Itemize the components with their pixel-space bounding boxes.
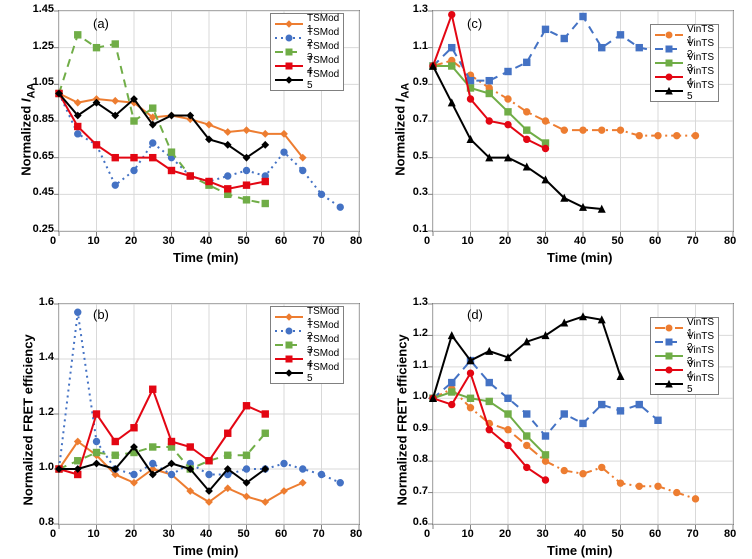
series-markers-TSMod-4 xyxy=(56,386,269,478)
series-markers-VinTS-5 xyxy=(430,63,605,212)
xtick-label: 0 xyxy=(424,528,430,540)
legend-item: TSMod 5 xyxy=(275,366,339,380)
xtick-label: 30 xyxy=(537,528,549,540)
legend-a: TSMod 1 TSMod 2 TSMod 3 xyxy=(270,13,344,91)
xtick-label: 0 xyxy=(50,235,56,247)
panel-label-a: (a) xyxy=(93,16,109,31)
xtick-label: 50 xyxy=(612,528,624,540)
xtick-label: 80 xyxy=(724,528,736,540)
xtick-label: 60 xyxy=(275,235,287,247)
ylabel-b: Normalized FRET efficiency xyxy=(21,336,36,506)
series-line-VinTS-5 xyxy=(433,66,602,209)
xtick-label: 60 xyxy=(275,528,287,540)
legend-label: TSMod 5 xyxy=(307,362,339,384)
xtick-label: 50 xyxy=(238,235,250,247)
xtick-label: 10 xyxy=(88,235,100,247)
legend-b: TSMod 1 TSMod 2 TSMod 3 xyxy=(270,306,344,384)
series-markers-TSMod-1 xyxy=(56,438,306,505)
xtick-label: 20 xyxy=(125,235,137,247)
xtick-label: 70 xyxy=(687,235,699,247)
figure-container: 010203040506070800.250.450.650.851.051.2… xyxy=(0,0,752,559)
xlabel-b: Time (min) xyxy=(173,543,239,558)
panel-label-d: (d) xyxy=(467,307,483,322)
series-line-VinTS-5 xyxy=(433,317,621,399)
xtick-label: 10 xyxy=(462,235,474,247)
ytick-label: 0.1 xyxy=(398,223,428,235)
xtick-label: 30 xyxy=(537,235,549,247)
series-line-TSMod-5 xyxy=(59,94,265,158)
xtick-label: 10 xyxy=(462,528,474,540)
ytick-label: 1.45 xyxy=(24,3,54,15)
xtick-label: 80 xyxy=(724,235,736,247)
legend-label: VinTS 5 xyxy=(687,373,714,395)
xtick-label: 50 xyxy=(612,235,624,247)
xtick-label: 30 xyxy=(163,528,175,540)
xlabel-a: Time (min) xyxy=(173,250,239,265)
ylabel-a: Normalized IAA xyxy=(19,44,38,214)
ytick-label: 0.25 xyxy=(24,223,54,235)
series-markers-TSMod-4 xyxy=(56,90,269,192)
ylabel-d: Normalized FRET efficiency xyxy=(395,336,410,506)
series-markers-VinTS-5 xyxy=(430,313,624,401)
ytick-label: 1.3 xyxy=(398,296,428,308)
panel-label-b: (b) xyxy=(93,307,109,322)
xtick-label: 50 xyxy=(238,528,250,540)
xtick-label: 60 xyxy=(649,528,661,540)
panel-label-c: (c) xyxy=(467,16,482,31)
xtick-label: 80 xyxy=(350,528,362,540)
xtick-label: 70 xyxy=(687,528,699,540)
legend-d: VinTS 1 VinTS 2 VinTS 3 xyxy=(650,317,719,395)
ytick-label: 1.3 xyxy=(398,3,428,15)
series-markers-TSMod-1 xyxy=(56,90,306,161)
xtick-label: 40 xyxy=(574,528,586,540)
legend-label: TSMod 5 xyxy=(307,69,339,91)
ylabel-c: Normalized IAA xyxy=(393,44,412,214)
xtick-label: 70 xyxy=(313,528,325,540)
xtick-label: 0 xyxy=(50,528,56,540)
xtick-label: 80 xyxy=(350,235,362,247)
xtick-label: 20 xyxy=(125,528,137,540)
series-line-TSMod-4 xyxy=(59,389,265,474)
ytick-label: 0.6 xyxy=(398,516,428,528)
xtick-label: 40 xyxy=(200,235,212,247)
legend-item: TSMod 5 xyxy=(275,73,339,87)
xlabel-c: Time (min) xyxy=(547,250,613,265)
legend-item: VinTS 5 xyxy=(655,84,714,98)
xtick-label: 0 xyxy=(424,235,430,247)
xtick-label: 70 xyxy=(313,235,325,247)
legend-c: VinTS 1 VinTS 2 VinTS 3 xyxy=(650,24,719,102)
legend-label: VinTS 5 xyxy=(687,80,714,102)
xtick-label: 40 xyxy=(200,528,212,540)
xtick-label: 60 xyxy=(649,235,661,247)
xtick-label: 40 xyxy=(574,235,586,247)
xtick-label: 20 xyxy=(499,235,511,247)
xlabel-d: Time (min) xyxy=(547,543,613,558)
xtick-label: 10 xyxy=(88,528,100,540)
xtick-label: 20 xyxy=(499,528,511,540)
legend-item: VinTS 5 xyxy=(655,377,714,391)
ytick-label: 1.6 xyxy=(24,296,54,308)
xtick-label: 30 xyxy=(163,235,175,247)
ytick-label: 0.8 xyxy=(24,516,54,528)
